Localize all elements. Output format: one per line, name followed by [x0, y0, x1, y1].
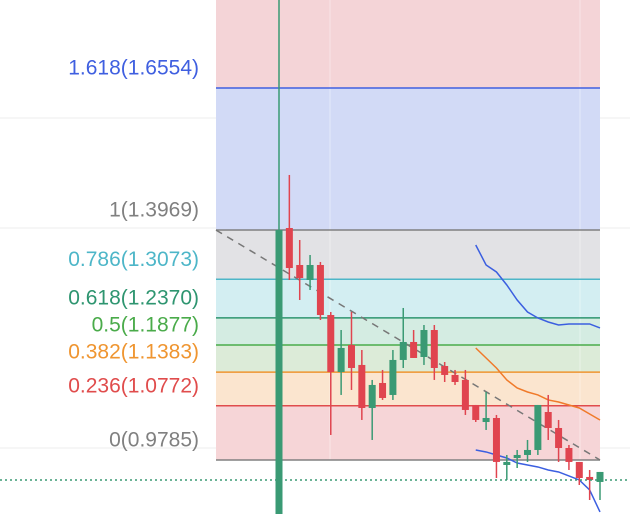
candle-body: [420, 330, 428, 357]
fib-trendline: [215, 229, 601, 461]
fib-zone: [216, 279, 600, 318]
candle-body: [285, 228, 293, 269]
fib-zone: [216, 0, 600, 88]
candle-body: [399, 341, 407, 360]
fib-level-label: 0.618(1.2370): [68, 286, 199, 309]
candle-body: [513, 454, 521, 459]
candle-body: [430, 330, 438, 368]
candle-body: [524, 449, 532, 455]
fib-zone: [216, 345, 600, 373]
candle-body: [441, 366, 449, 375]
candle-body: [503, 461, 511, 465]
candle-body: [379, 382, 387, 398]
fib-level-label: 0.236(1.0772): [68, 374, 199, 397]
candle-body: [472, 404, 480, 420]
candle-body: [327, 315, 335, 372]
candle-body: [296, 264, 304, 279]
fib-zone: [216, 317, 600, 346]
candle-body: [482, 417, 490, 423]
candle-body: [596, 471, 604, 482]
fib-zone: [216, 87, 600, 231]
candle-body: [575, 461, 583, 479]
candle-body: [492, 417, 500, 462]
indicator-line: [475, 244, 601, 329]
candle-body: [316, 264, 324, 316]
fib-level-label: 0.382(1.1383): [68, 341, 199, 364]
fib-level-label: 0(0.9785): [109, 429, 199, 452]
candle-body: [306, 264, 314, 280]
candle-body: [544, 412, 552, 428]
candle-body: [347, 345, 355, 368]
candle-body: [586, 476, 594, 480]
candle-body: [461, 379, 469, 410]
fib-level-label: 1.618(1.6554): [68, 57, 199, 80]
fib-level-label: 0.5(1.1877): [92, 314, 199, 337]
candle-body: [358, 364, 366, 408]
candle-body: [534, 404, 542, 450]
candle-body: [410, 341, 418, 358]
candle-body: [337, 347, 345, 372]
fib-level-label: 1(1.3969): [109, 199, 199, 222]
candle-body: [389, 359, 397, 395]
fib-zone: [216, 230, 600, 280]
fib-zone: [216, 372, 600, 406]
fib-level-label: 0.786(1.3073): [68, 248, 199, 271]
candle-body: [368, 384, 376, 408]
candle-body: [565, 447, 573, 462]
candle-body: [555, 427, 563, 448]
indicator-line: [475, 347, 601, 421]
candle-body: [451, 374, 459, 382]
fib-zone: [216, 405, 600, 460]
candle-body: [275, 230, 283, 514]
